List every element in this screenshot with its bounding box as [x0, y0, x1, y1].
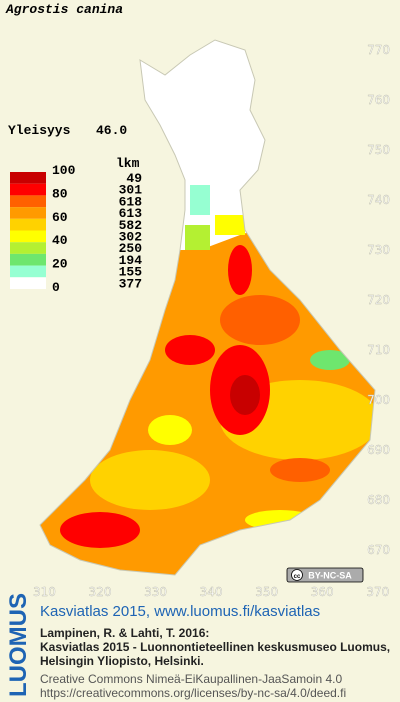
citation-line: Helsingin Yliopisto, Helsinki.	[40, 654, 204, 668]
headline: Kasviatlas 2015, www.luomus.fi/kasviatla…	[40, 603, 320, 620]
legend-count: 250	[119, 241, 143, 256]
y-tick-label: 700	[367, 393, 390, 407]
x-tick-label: 320	[89, 585, 112, 599]
legend-count: 377	[119, 276, 142, 291]
legend-scale-label: 60	[52, 210, 68, 225]
legend-swatch	[10, 207, 46, 219]
legend-swatch	[10, 195, 46, 208]
legend-count: 302	[119, 230, 143, 245]
legend-count: 49	[126, 171, 142, 186]
x-tick-label: 370	[366, 585, 389, 599]
legend-count: 155	[119, 265, 143, 280]
legend-count: 613	[119, 206, 143, 221]
x-tick-label: 340	[200, 585, 223, 599]
y-tick-label: 760	[367, 93, 390, 107]
y-tick-label: 720	[367, 293, 390, 307]
y-tick-label: 710	[367, 343, 390, 357]
legend-swatch	[10, 253, 46, 266]
legend-swatch	[10, 172, 46, 184]
legend-scale-label: 100	[52, 163, 76, 178]
citation-line: Kasviatlas 2015 - Luonnontieteellinen ke…	[40, 640, 390, 654]
y-tick-label: 730	[367, 243, 390, 257]
y-tick-label: 750	[367, 143, 390, 157]
legend-count: 618	[119, 194, 143, 209]
legend-swatch	[10, 277, 46, 289]
y-tick-label: 740	[367, 193, 390, 207]
map-outline	[39, 39, 376, 576]
x-tick-label: 310	[33, 585, 56, 599]
y-tick-label: 680	[367, 493, 390, 507]
x-tick-label: 360	[311, 585, 334, 599]
y-tick-label: 770	[367, 43, 390, 57]
legend-count: 301	[119, 183, 143, 198]
license-line: https://creativecommons.org/licenses/by-…	[40, 686, 346, 700]
legend-scale-label: 40	[52, 233, 68, 248]
x-tick-label: 350	[255, 585, 278, 599]
legend-swatch	[10, 218, 46, 231]
frequency-label: Yleisyys	[8, 123, 71, 138]
legend-count: 194	[119, 253, 143, 268]
y-tick-label: 690	[367, 443, 390, 457]
legend-count: 582	[119, 218, 143, 233]
license-badge-text: BY-NC-SA	[308, 571, 352, 581]
license-line: Creative Commons Nimeä-EiKaupallinen-Jaa…	[40, 672, 342, 686]
y-tick-label: 670	[367, 543, 390, 557]
legend-scale-label: 80	[52, 186, 68, 201]
legend-swatch	[10, 242, 46, 254]
citation-line: Lampinen, R. & Lahti, T. 2016:	[40, 626, 209, 640]
legend-swatch	[10, 183, 46, 196]
count-header: lkm	[116, 156, 140, 171]
species-title: Agrostis canina	[5, 2, 123, 17]
logo: LUOMUS	[5, 593, 32, 697]
legend-swatch	[10, 265, 46, 278]
license-badge: cc BY-NC-SA	[286, 567, 364, 583]
frequency-value: 46.0	[96, 123, 127, 138]
legend-scale-label: 20	[52, 257, 68, 272]
legend-swatch	[10, 230, 46, 243]
legend-scale-label: 0	[52, 280, 60, 295]
svg-text:cc: cc	[294, 574, 301, 580]
x-tick-label: 330	[144, 585, 167, 599]
